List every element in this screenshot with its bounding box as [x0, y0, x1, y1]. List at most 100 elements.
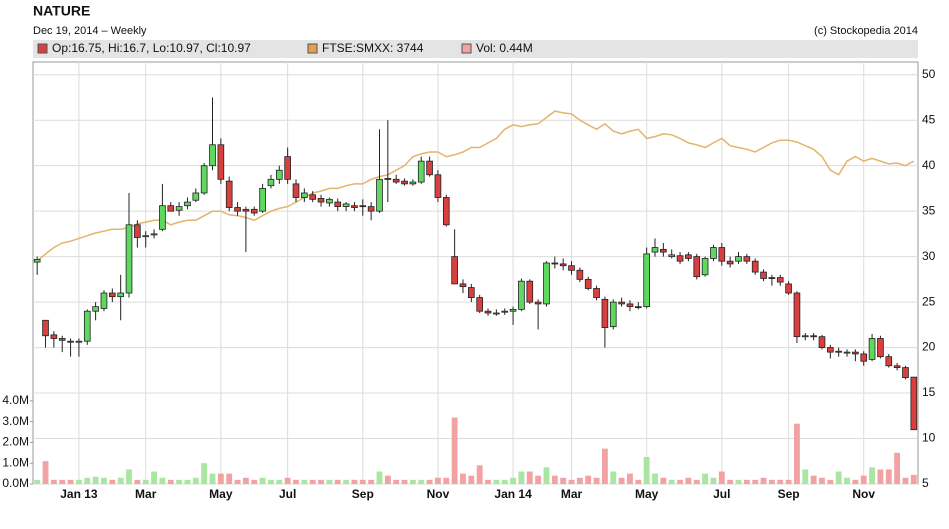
- candle-body: [751, 260, 759, 273]
- candle-body: [601, 298, 609, 328]
- volume-bar: [192, 477, 199, 484]
- candle-body: [559, 263, 567, 267]
- volume-bar: [334, 479, 341, 484]
- volume-bar: [576, 477, 583, 484]
- candle-body: [509, 308, 517, 312]
- volume-bar: [75, 479, 82, 484]
- volume-bar: [585, 475, 592, 484]
- volume-bar: [67, 479, 74, 484]
- candle-body: [651, 247, 659, 253]
- candle-body: [351, 205, 358, 208]
- x-tick-label: Mar: [561, 487, 583, 501]
- candle-body: [801, 335, 809, 338]
- volume-bar: [668, 479, 675, 484]
- candle-body: [426, 160, 433, 176]
- candle-body: [484, 310, 492, 314]
- legend-label: Vol: 0.44M: [476, 41, 533, 55]
- volume-bar: [835, 471, 842, 484]
- candle-body: [217, 144, 225, 180]
- candle-body: [718, 247, 726, 262]
- candle-body: [459, 283, 467, 288]
- volume-bar: [92, 476, 99, 484]
- volume-bar: [627, 473, 633, 484]
- volume-bar: [301, 479, 308, 484]
- candle-body: [685, 254, 692, 259]
- candle-body: [534, 301, 542, 305]
- x-tick-label: Mar: [135, 487, 157, 501]
- volume-bar: [42, 461, 49, 484]
- volume-bar: [551, 475, 558, 484]
- candle-body: [392, 178, 400, 183]
- chart-subtitle: Dec 19, 2014 – Weekly: [33, 25, 147, 37]
- volume-bar: [493, 479, 500, 484]
- volume-bar: [326, 479, 333, 484]
- volume-bar: [435, 477, 441, 484]
- candle-body: [342, 203, 350, 208]
- volume-bar: [451, 417, 458, 484]
- x-tick-label: Sep: [778, 487, 800, 501]
- volume-bar: [860, 475, 867, 484]
- volume-bar: [718, 471, 725, 484]
- volume-bar: [760, 477, 767, 484]
- candle-body: [468, 287, 475, 298]
- ftse-line: [36, 110, 915, 262]
- candle-body: [75, 340, 83, 343]
- candle-body: [835, 350, 843, 353]
- candle-body: [301, 192, 308, 198]
- candle-body: [317, 198, 325, 203]
- volume-bar: [685, 477, 692, 484]
- volume-bar: [601, 448, 608, 484]
- candle-body: [643, 253, 650, 308]
- x-tick-label: May: [209, 487, 233, 501]
- plot-area: [32, 61, 919, 485]
- volume-bar: [802, 469, 809, 484]
- candle-body: [192, 192, 200, 201]
- candle-body: [593, 288, 600, 298]
- volume-bar: [777, 479, 784, 484]
- candle-body: [234, 207, 241, 212]
- y-tick-label: 30: [922, 249, 936, 263]
- candle-body: [618, 301, 625, 305]
- y2-tick-label: 2.0M: [2, 435, 29, 449]
- candle-body: [668, 254, 676, 258]
- volume-bar: [259, 477, 266, 484]
- volume-bar: [501, 479, 508, 484]
- legend-label: FTSE:SMXX: 3744: [322, 41, 424, 55]
- y-tick-label: 5: [922, 476, 929, 490]
- candle-body: [568, 265, 575, 271]
- candle-body: [827, 347, 834, 353]
- candle-body: [818, 336, 826, 348]
- candle-body: [334, 201, 342, 208]
- candle-body: [250, 208, 258, 214]
- candle-body: [626, 303, 634, 308]
- volume-bar: [518, 471, 525, 484]
- candle-body: [50, 334, 58, 339]
- volume-bar: [460, 473, 466, 484]
- volume-bar: [510, 477, 516, 484]
- volume-bar: [142, 479, 149, 484]
- volume-bar: [885, 469, 892, 484]
- candle-body: [142, 235, 150, 238]
- candle-body: [609, 301, 617, 328]
- y-tick-label: 45: [922, 112, 936, 126]
- candle-body: [743, 256, 751, 262]
- candle-body: [275, 169, 283, 180]
- candle-body: [92, 306, 99, 312]
- volume-bar: [877, 469, 884, 484]
- candle-body: [175, 206, 183, 211]
- volume-bar: [34, 479, 41, 484]
- candle-body: [125, 224, 133, 294]
- candle-body: [843, 351, 851, 354]
- y-tick-label: 15: [922, 385, 936, 399]
- volume-bar: [50, 479, 57, 484]
- y-tick-label: 50: [922, 67, 936, 81]
- candle-body: [726, 260, 734, 265]
- volume-bar: [526, 471, 533, 484]
- volume-bar: [201, 463, 208, 484]
- candle-body: [476, 297, 483, 312]
- volume-bar: [535, 475, 542, 484]
- y2-tick-label: 1.0M: [2, 455, 29, 469]
- candle-body: [401, 180, 408, 185]
- candle-body: [584, 278, 592, 289]
